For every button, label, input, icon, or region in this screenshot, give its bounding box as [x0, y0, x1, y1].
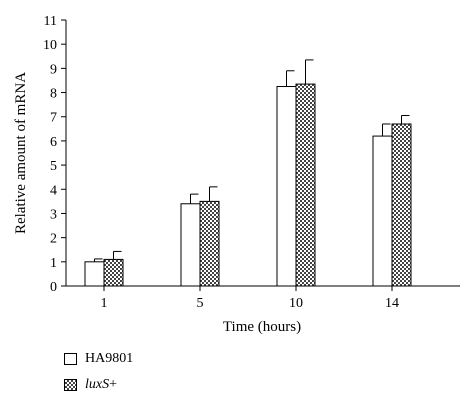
y-tick-label: 7 [50, 111, 57, 126]
bar-luxs-10 [295, 83, 316, 287]
y-tick-label: 11 [44, 14, 57, 29]
legend-item-ha9801: HA9801 [64, 346, 133, 372]
x-tick-label: 5 [197, 296, 204, 311]
y-tick-label: 8 [50, 87, 57, 102]
bar-luxs-5 [199, 200, 220, 287]
y-tick-label: 3 [50, 207, 57, 222]
bar-luxs-14 [391, 123, 412, 287]
y-tick-label: 0 [50, 280, 57, 295]
bar-ha9801-10 [276, 86, 297, 287]
bars-group [84, 59, 412, 287]
y-axis-ticks: 0 1 2 3 4 5 6 7 8 9 10 11 [43, 14, 66, 295]
x-axis-ticks: 1 5 10 14 [101, 286, 399, 311]
y-tick-label: 6 [50, 135, 57, 150]
legend-label-luxs-suffix: + [109, 377, 118, 392]
legend: HA9801 luxS+ [64, 346, 133, 398]
y-tick-label: 5 [50, 159, 57, 174]
y-tick-label: 4 [50, 183, 57, 198]
y-tick-label: 2 [50, 232, 57, 247]
x-tick-label: 10 [289, 296, 303, 311]
x-axis-label: Time (hours) [223, 319, 301, 335]
bar-luxs-1 [103, 258, 124, 287]
legend-swatch-open [64, 353, 77, 365]
y-tick-label: 1 [50, 256, 57, 271]
bar-ha9801-14 [372, 135, 393, 287]
y-axis-label: Relative amount of mRNA [13, 72, 29, 234]
legend-label-ha9801: HA9801 [85, 351, 134, 366]
y-tick-label: 10 [43, 38, 57, 53]
bar-ha9801-5 [180, 203, 201, 287]
legend-swatch-checkered [64, 379, 77, 391]
bar-ha9801-1 [84, 261, 105, 287]
y-tick-label: 9 [50, 62, 57, 77]
x-tick-label: 1 [101, 296, 108, 311]
legend-label-luxs-prefix: luxS [85, 377, 110, 392]
legend-item-luxs: luxS+ [64, 372, 133, 398]
x-tick-label: 14 [385, 296, 399, 311]
legend-label-luxs: luxS+ [85, 377, 117, 393]
